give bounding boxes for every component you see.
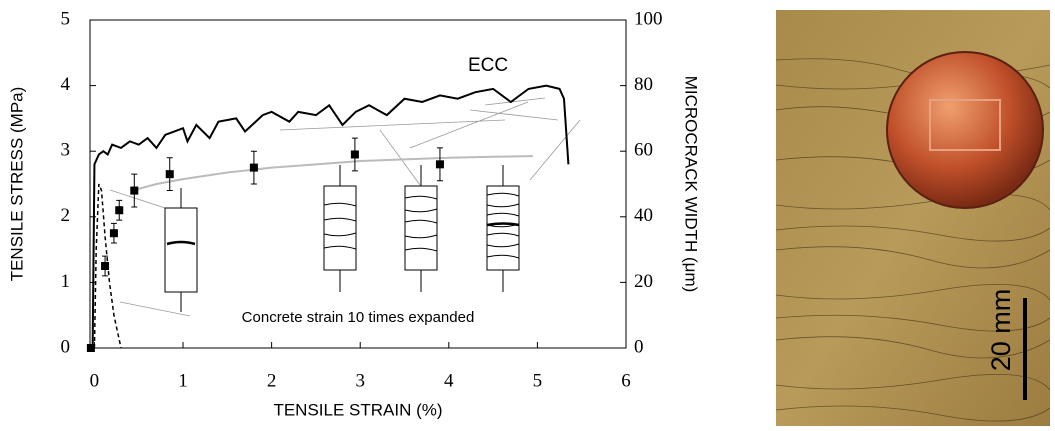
y-axis-label: TENSILE STRESS (MPa) bbox=[7, 87, 26, 282]
y-tick-label: 0 bbox=[61, 336, 71, 357]
x-tick-label: 0 bbox=[90, 370, 100, 391]
marker bbox=[249, 163, 258, 172]
x-axis-label: TENSILE STRAIN (%) bbox=[273, 400, 442, 419]
y2-tick-label: 0 bbox=[634, 336, 644, 357]
series-label: ECC bbox=[468, 55, 508, 76]
x-tick-label: 1 bbox=[178, 370, 188, 391]
y2-tick-label: 20 bbox=[634, 271, 653, 292]
marker bbox=[130, 186, 139, 195]
y2-tick-label: 60 bbox=[634, 140, 653, 161]
marker bbox=[350, 150, 359, 159]
y-tick-label: 1 bbox=[61, 271, 71, 292]
y-tick-label: 2 bbox=[61, 205, 71, 226]
x-tick-label: 3 bbox=[355, 370, 365, 391]
y-tick-label: 3 bbox=[61, 140, 71, 161]
y2-tick-label: 40 bbox=[634, 205, 653, 226]
coin-detail bbox=[929, 99, 1001, 151]
annotation: Concrete strain 10 times expanded bbox=[242, 309, 475, 326]
coin bbox=[886, 51, 1044, 209]
marker bbox=[165, 170, 174, 179]
line bbox=[91, 84, 570, 349]
marker bbox=[435, 160, 444, 169]
marker bbox=[101, 262, 110, 270]
marker bbox=[109, 229, 118, 238]
x-tick-label: 4 bbox=[444, 370, 454, 391]
dashed-line bbox=[93, 183, 122, 349]
specimen-icons bbox=[109, 97, 581, 317]
marker bbox=[86, 344, 95, 352]
plot-frame bbox=[89, 19, 627, 349]
y2-axis-label: MICROCRACK WIDTH (μm) bbox=[682, 76, 701, 293]
photo: 20 mm bbox=[775, 10, 1051, 426]
scale-label: 20 mm bbox=[986, 289, 1016, 372]
chart: TENSILE STRAIN (%) TENSILE STRESS (MPa) … bbox=[7, 8, 700, 419]
y-tick-label: 5 bbox=[61, 8, 71, 29]
y2-tick-label: 80 bbox=[634, 74, 653, 95]
line bbox=[132, 155, 533, 192]
y2-tick-label: 100 bbox=[634, 8, 663, 29]
x-tick-label: 6 bbox=[621, 370, 631, 391]
x-tick-label: 5 bbox=[533, 370, 543, 391]
marker bbox=[115, 206, 124, 215]
x-tick-label: 2 bbox=[267, 370, 277, 391]
y-tick-label: 4 bbox=[61, 74, 71, 95]
specimens bbox=[164, 165, 520, 312]
